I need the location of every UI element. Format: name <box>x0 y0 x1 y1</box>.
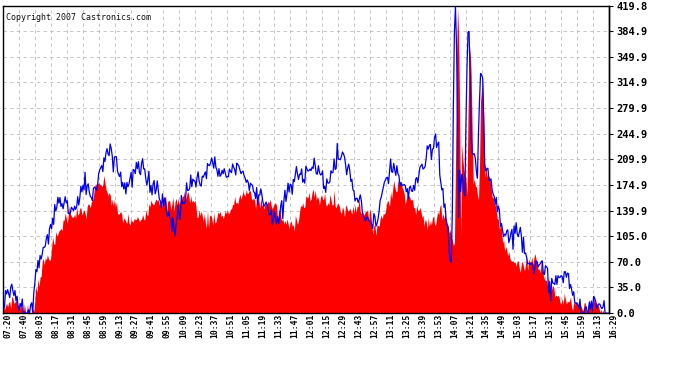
Text: 10:51: 10:51 <box>226 313 236 338</box>
Text: 11:33: 11:33 <box>275 313 284 338</box>
Text: 15:59: 15:59 <box>578 313 586 338</box>
Text: 16:29: 16:29 <box>609 313 618 338</box>
Text: 07:40: 07:40 <box>19 313 28 338</box>
Text: 13:39: 13:39 <box>418 313 427 338</box>
Text: 11:19: 11:19 <box>259 313 268 338</box>
Text: 10:09: 10:09 <box>179 313 188 338</box>
Text: 15:45: 15:45 <box>562 313 571 338</box>
Text: 13:11: 13:11 <box>386 313 395 338</box>
Text: 08:45: 08:45 <box>83 313 92 338</box>
Text: Copyright 2007 Castronics.com: Copyright 2007 Castronics.com <box>6 13 152 22</box>
Text: 12:15: 12:15 <box>322 313 331 338</box>
Text: 14:49: 14:49 <box>497 313 506 338</box>
Text: 09:41: 09:41 <box>147 313 156 338</box>
Text: 12:01: 12:01 <box>306 313 315 338</box>
Text: 16:13: 16:13 <box>593 313 602 338</box>
Text: 11:47: 11:47 <box>290 313 299 338</box>
Text: 15:03: 15:03 <box>513 313 522 338</box>
Text: 13:25: 13:25 <box>402 313 411 338</box>
Text: 08:17: 08:17 <box>51 313 60 338</box>
Text: 07:20: 07:20 <box>3 313 12 338</box>
Text: 12:43: 12:43 <box>354 313 363 338</box>
Text: 08:31: 08:31 <box>67 313 76 338</box>
Text: 15:17: 15:17 <box>529 313 539 338</box>
Text: 10:37: 10:37 <box>210 313 219 338</box>
Text: 14:35: 14:35 <box>482 313 491 338</box>
Text: 08:03: 08:03 <box>35 313 44 338</box>
Text: 11:05: 11:05 <box>243 313 252 338</box>
Text: 15:31: 15:31 <box>546 313 555 338</box>
Text: 08:59: 08:59 <box>99 313 108 338</box>
Text: 12:57: 12:57 <box>370 313 379 338</box>
Text: 12:29: 12:29 <box>338 313 347 338</box>
Text: 10:23: 10:23 <box>195 313 204 338</box>
Text: 13:53: 13:53 <box>434 313 443 338</box>
Text: 09:27: 09:27 <box>131 313 140 338</box>
Text: 09:55: 09:55 <box>163 313 172 338</box>
Text: 14:07: 14:07 <box>450 313 459 338</box>
Text: 09:13: 09:13 <box>115 313 124 338</box>
Text: West String Power (red) (watts)  & Solar Radiation (blue) (W/m2)  Tue Jan 23  16: West String Power (red) (watts) & Solar … <box>34 13 656 26</box>
Text: 14:21: 14:21 <box>466 313 475 338</box>
